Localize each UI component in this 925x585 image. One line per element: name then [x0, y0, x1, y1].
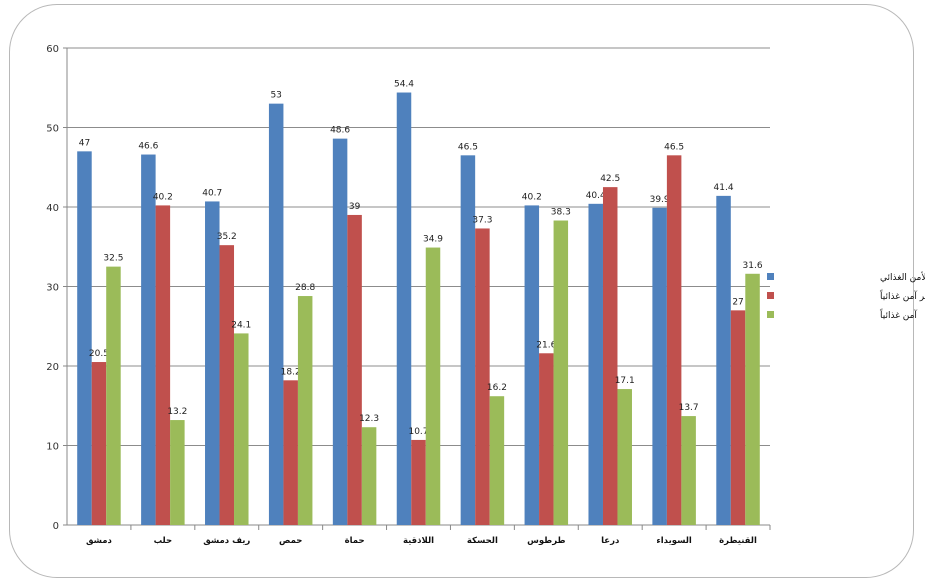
bar — [268, 103, 284, 526]
data-label: 10.7 — [408, 427, 428, 437]
bar — [91, 362, 107, 525]
bar — [170, 420, 185, 525]
bar — [425, 247, 441, 526]
data-label: 34.9 — [423, 235, 443, 245]
y-tick-label: 10 — [46, 442, 59, 453]
bar — [716, 195, 731, 525]
data-label: 31.6 — [743, 261, 763, 271]
data-label: 21.6 — [536, 340, 556, 350]
legend-swatch — [767, 273, 774, 280]
bar — [681, 416, 696, 525]
bar — [396, 92, 412, 526]
bar — [460, 155, 476, 525]
bar — [141, 154, 156, 525]
data-label: 32.5 — [103, 254, 123, 264]
bar — [283, 380, 298, 525]
bar — [219, 245, 235, 525]
data-label: 13.2 — [167, 407, 187, 417]
bar — [617, 389, 632, 525]
bar — [745, 273, 760, 525]
bar — [205, 201, 220, 525]
x-tick-label: حمص — [279, 536, 302, 546]
data-label: 41.4 — [714, 183, 734, 193]
bar — [361, 427, 377, 525]
data-label: 40.2 — [522, 192, 542, 202]
data-label: 39.9 — [650, 195, 670, 205]
data-label: 16.2 — [487, 383, 507, 393]
legend-label: آمن غذائياً — [879, 308, 917, 321]
data-label: 40.2 — [153, 192, 173, 202]
data-label: 13.7 — [679, 403, 699, 413]
bar — [475, 228, 490, 525]
x-tick-label: دمشق — [86, 536, 113, 546]
bar — [524, 205, 540, 525]
x-tick-label: السويداء — [656, 536, 692, 546]
bar — [347, 214, 362, 525]
data-label: 42.5 — [600, 174, 620, 184]
x-tick-label: ريف دمشق — [203, 536, 250, 546]
y-tick-label: 0 — [53, 521, 59, 532]
data-label: 35.2 — [217, 232, 237, 242]
bar — [602, 187, 618, 525]
bar — [730, 310, 746, 525]
data-label: 28.8 — [295, 283, 315, 293]
x-tick-label: الحسكة — [467, 536, 498, 546]
bar — [297, 296, 313, 525]
x-tick-label: القنيطرة — [719, 536, 757, 546]
data-label: 39 — [349, 202, 361, 212]
data-label: 54.4 — [394, 80, 414, 90]
chart-frame — [9, 4, 914, 578]
bar — [553, 220, 569, 525]
legend-label: غير آمن غذائياً — [879, 289, 925, 302]
y-tick-label: 30 — [46, 283, 59, 294]
bar — [106, 266, 121, 525]
legend-label: معرض لانعدام الأمن الغذائي — [880, 271, 925, 283]
data-label: 47 — [79, 138, 90, 148]
data-label: 46.5 — [664, 142, 684, 152]
data-label: 27 — [732, 297, 743, 307]
bar — [539, 353, 554, 525]
bar — [652, 207, 667, 526]
y-tick-label: 50 — [46, 124, 59, 135]
y-tick-label: 40 — [46, 203, 59, 214]
data-label: 53 — [270, 91, 281, 101]
bar — [588, 203, 603, 525]
bar — [234, 333, 249, 525]
data-label: 46.5 — [458, 142, 478, 152]
y-tick-label: 60 — [46, 44, 59, 55]
data-label: 17.1 — [615, 376, 635, 386]
data-label: 40.7 — [202, 188, 222, 198]
x-tick-label: حماة — [345, 536, 365, 546]
y-tick-label: 20 — [46, 362, 59, 373]
data-label: 48.6 — [330, 126, 350, 136]
data-label: 18.2 — [281, 367, 301, 377]
data-label: 12.3 — [359, 414, 379, 424]
bar — [489, 396, 505, 525]
data-label: 46.6 — [138, 142, 158, 152]
data-label: 40.4 — [586, 191, 606, 201]
data-label: 38.3 — [551, 208, 571, 218]
legend-swatch — [767, 292, 774, 299]
bar — [411, 439, 426, 525]
data-label: 24.1 — [231, 320, 251, 330]
x-tick-label: طرطوس — [527, 536, 565, 546]
data-label: 37.3 — [472, 215, 492, 225]
x-tick-label: حلب — [154, 536, 173, 546]
bar — [155, 205, 171, 525]
legend-swatch — [767, 311, 774, 318]
bar — [332, 138, 348, 525]
bar — [77, 151, 92, 525]
bar — [666, 155, 682, 525]
x-tick-label: درعا — [601, 536, 620, 546]
data-label: 20.5 — [89, 349, 109, 359]
x-tick-label: اللاذقية — [403, 536, 434, 546]
